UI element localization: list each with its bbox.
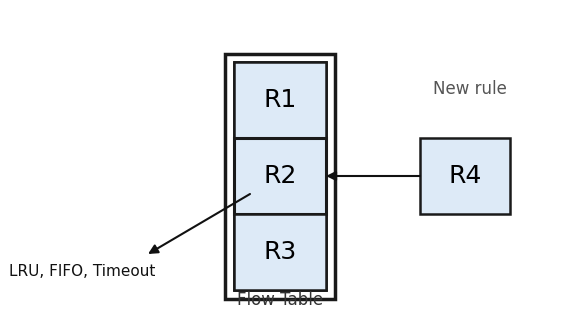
Bar [420, 138, 510, 214]
Text: New rule: New rule [433, 80, 507, 98]
Text: LRU, FIFO, Timeout: LRU, FIFO, Timeout [9, 264, 155, 279]
Bar [234, 214, 326, 290]
Bar [234, 62, 326, 138]
Text: R1: R1 [263, 88, 296, 112]
Text: Flow Table: Flow Table [237, 291, 323, 309]
Bar [234, 138, 326, 214]
Text: R4: R4 [448, 164, 482, 188]
Bar [225, 54, 335, 299]
Text: R2: R2 [263, 164, 297, 188]
Text: R3: R3 [263, 240, 296, 264]
Bar [234, 62, 326, 290]
